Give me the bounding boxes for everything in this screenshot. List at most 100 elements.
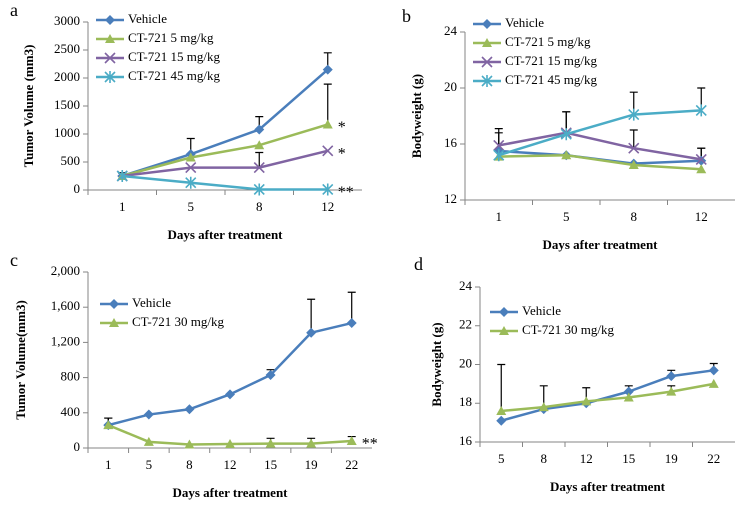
x-axis-title: Days after treatment: [550, 479, 666, 494]
marker: [708, 378, 719, 388]
marker: [306, 438, 317, 448]
marker: [346, 435, 357, 445]
y-tick-label: 0: [74, 439, 81, 454]
marker: [628, 108, 640, 121]
legend-label: CT-721 30 mg/kg: [132, 314, 224, 329]
marker: [666, 386, 677, 396]
marker: [105, 34, 115, 43]
marker: [322, 145, 334, 157]
x-tick-label: 1: [496, 209, 503, 224]
marker: [265, 438, 276, 448]
significance-label: *: [338, 145, 346, 162]
series-line: [500, 369, 714, 422]
legend-label: CT-721 5 mg/kg: [505, 34, 591, 49]
y-tick-label: 12: [444, 191, 457, 206]
legend-label: CT-721 30 mg/kg: [522, 322, 614, 337]
legend-label: CT-721 45 mg/kg: [505, 72, 597, 87]
marker: [538, 402, 549, 412]
y-tick-label: 24: [444, 23, 458, 38]
x-tick-label: 8: [186, 457, 193, 472]
y-tick-label: 1,200: [51, 333, 80, 348]
x-tick-label: 5: [498, 451, 505, 466]
y-tick-label: 3000: [54, 13, 80, 28]
legend-label: Vehicle: [132, 295, 171, 310]
marker: [265, 369, 276, 380]
y-axis-title: Tumor Volume (mm3): [21, 45, 36, 168]
y-tick-label: 18: [459, 394, 472, 409]
marker: [225, 389, 235, 400]
marker: [116, 170, 128, 182]
x-tick-label: 5: [563, 209, 570, 224]
legend-label: Vehicle: [128, 11, 167, 26]
y-tick-label: 22: [459, 317, 472, 332]
x-axis-title: Days after treatment: [172, 485, 288, 500]
error-bar: [323, 83, 332, 125]
marker: [493, 139, 505, 151]
y-tick-label: 1000: [54, 125, 80, 140]
marker: [185, 152, 196, 162]
marker: [322, 119, 333, 129]
legend-label: CT-721 15 mg/kg: [505, 53, 597, 68]
marker: [628, 142, 640, 154]
significance-label: **: [338, 184, 354, 201]
significance-label: *: [338, 119, 346, 136]
marker: [109, 299, 119, 309]
x-tick-label: 8: [541, 451, 548, 466]
y-tick-label: 2500: [54, 41, 80, 56]
marker: [143, 409, 154, 420]
y-tick-label: 24: [459, 278, 473, 293]
y-axis-title: Bodyweight (g): [409, 74, 424, 158]
y-tick-label: 0: [74, 181, 81, 196]
legend-label: CT-721 15 mg/kg: [128, 49, 220, 64]
marker: [482, 38, 492, 47]
x-tick-label: 8: [631, 209, 638, 224]
y-axis-title: Bodyweight (g): [429, 322, 444, 406]
series-line: [501, 382, 714, 413]
marker: [143, 436, 154, 446]
marker: [185, 162, 197, 174]
marker: [695, 104, 707, 117]
x-tick-label: 12: [321, 199, 334, 214]
marker: [560, 128, 572, 141]
x-tick-label: 19: [665, 451, 678, 466]
legend-label: Vehicle: [505, 15, 544, 30]
marker: [254, 124, 265, 135]
marker: [695, 153, 707, 165]
legend-label: CT-721 5 mg/kg: [128, 30, 214, 45]
legend-label: Vehicle: [522, 303, 561, 318]
series-line: [498, 109, 702, 157]
marker: [103, 420, 114, 430]
y-tick-label: 800: [61, 369, 81, 384]
y-tick-label: 1,600: [51, 298, 80, 313]
marker: [708, 365, 719, 376]
x-tick-label: 15: [264, 457, 277, 472]
x-tick-label: 22: [707, 451, 720, 466]
marker: [225, 439, 235, 449]
marker: [666, 371, 677, 382]
x-tick-label: 15: [622, 451, 635, 466]
y-tick-label: 400: [61, 404, 81, 419]
marker: [499, 326, 509, 335]
marker: [481, 75, 493, 87]
x-tick-label: 12: [224, 457, 237, 472]
marker: [254, 140, 265, 150]
series-line: [122, 174, 328, 191]
series-line: [122, 149, 329, 178]
marker: [346, 318, 357, 329]
legend-label: CT-721 45 mg/kg: [128, 68, 220, 83]
panel-label: d: [414, 254, 423, 274]
x-axis-title: Days after treatment: [167, 227, 283, 242]
y-tick-label: 16: [444, 135, 458, 150]
panel-label: b: [402, 6, 411, 26]
y-tick-label: 2,000: [51, 263, 80, 278]
marker: [628, 160, 639, 169]
y-tick-label: 20: [444, 79, 457, 94]
error-bar: [497, 363, 506, 411]
marker: [623, 386, 634, 397]
series-line: [498, 149, 702, 165]
marker: [184, 404, 195, 415]
x-tick-label: 1: [105, 457, 112, 472]
panel: a 0 500 1000 1500 2000 2500 3000 1 5 8 12 Days after…: [10, 0, 362, 242]
